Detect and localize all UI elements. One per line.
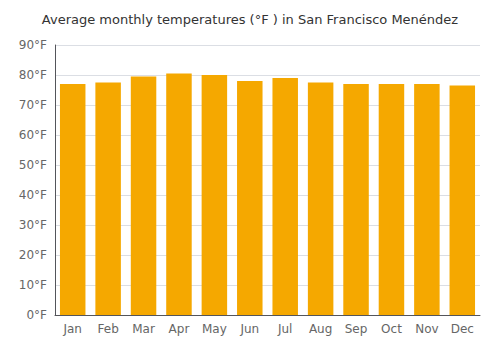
svg-text:Mar: Mar — [132, 322, 155, 336]
svg-text:Jan: Jan — [62, 322, 82, 336]
svg-text:40°F: 40°F — [19, 188, 47, 202]
svg-text:Apr: Apr — [169, 322, 190, 336]
svg-text:20°F: 20°F — [19, 248, 47, 262]
svg-text:10°F: 10°F — [19, 278, 47, 292]
svg-text:Nov: Nov — [415, 322, 438, 336]
svg-text:Feb: Feb — [98, 322, 119, 336]
svg-text:Oct: Oct — [381, 322, 402, 336]
svg-text:Jul: Jul — [277, 322, 292, 336]
svg-text:60°F: 60°F — [19, 128, 47, 142]
svg-text:Average monthly temperatures (: Average monthly temperatures (°F ) in Sa… — [42, 12, 459, 27]
svg-text:90°F: 90°F — [19, 38, 47, 52]
svg-text:50°F: 50°F — [19, 158, 47, 172]
svg-text:80°F: 80°F — [19, 68, 47, 82]
svg-text:Jun: Jun — [239, 322, 259, 336]
svg-text:May: May — [202, 322, 227, 336]
svg-text:Sep: Sep — [345, 322, 368, 336]
svg-text:Aug: Aug — [309, 322, 332, 336]
svg-text:Dec: Dec — [451, 322, 474, 336]
svg-text:30°F: 30°F — [19, 218, 47, 232]
svg-text:70°F: 70°F — [19, 98, 47, 112]
svg-text:0°F: 0°F — [26, 308, 47, 322]
